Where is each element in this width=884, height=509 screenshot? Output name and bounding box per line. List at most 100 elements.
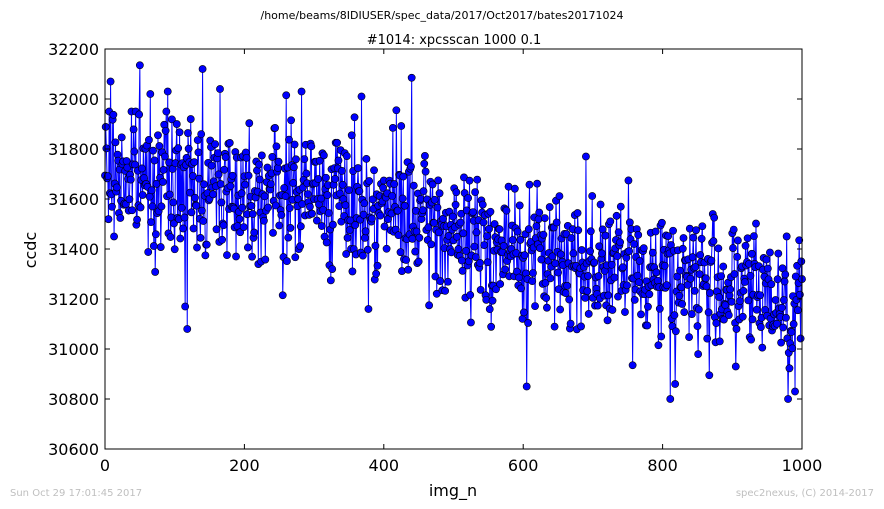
data-point xyxy=(465,176,474,185)
data-point xyxy=(767,280,776,289)
x-axis-label: img_n xyxy=(429,481,477,501)
data-point xyxy=(354,164,362,172)
data-point xyxy=(766,248,774,257)
data-point xyxy=(355,187,364,196)
data-point xyxy=(472,228,481,237)
data-point xyxy=(176,234,185,243)
data-point xyxy=(274,157,283,166)
data-point xyxy=(714,244,723,253)
data-point xyxy=(296,242,305,251)
data-point xyxy=(779,296,788,304)
data-point xyxy=(106,77,115,86)
data-point xyxy=(179,224,187,233)
data-point xyxy=(653,276,662,285)
data-point xyxy=(784,395,792,403)
data-point xyxy=(487,322,496,331)
data-point xyxy=(542,294,551,302)
data-point xyxy=(675,291,684,300)
data-point xyxy=(255,160,263,169)
data-point xyxy=(651,227,660,236)
data-point xyxy=(193,136,202,145)
data-point xyxy=(362,154,371,163)
data-point xyxy=(306,202,314,211)
data-point xyxy=(400,201,409,210)
data-point xyxy=(421,167,430,176)
data-point xyxy=(268,153,277,161)
data-point xyxy=(590,258,599,267)
data-point xyxy=(191,193,199,202)
data-point xyxy=(581,293,590,302)
data-point xyxy=(490,220,499,228)
data-point xyxy=(145,136,153,144)
data-point xyxy=(604,291,613,300)
data-point xyxy=(635,257,644,265)
data-point xyxy=(777,338,785,347)
data-point xyxy=(196,234,205,242)
data-point xyxy=(625,247,634,256)
data-point xyxy=(634,230,643,239)
data-point xyxy=(220,165,229,174)
data-point xyxy=(223,251,231,260)
data-point xyxy=(170,245,179,254)
data-point xyxy=(322,173,330,182)
data-point xyxy=(671,380,680,388)
data-point xyxy=(458,266,467,275)
data-point xyxy=(536,244,544,252)
data-point xyxy=(480,241,489,249)
data-point xyxy=(686,274,695,283)
data-point xyxy=(111,138,120,147)
data-point xyxy=(157,202,166,211)
data-point xyxy=(531,302,539,311)
data-point xyxy=(704,308,713,317)
data-point xyxy=(469,208,477,216)
data-point xyxy=(197,206,206,215)
data-point xyxy=(424,223,433,232)
data-point xyxy=(655,304,664,313)
data-point xyxy=(277,211,286,219)
data-point xyxy=(628,361,637,370)
data-point xyxy=(762,255,771,264)
data-point xyxy=(195,174,203,183)
data-point xyxy=(292,155,300,164)
data-point xyxy=(533,179,542,188)
data-point xyxy=(364,305,373,313)
data-point xyxy=(529,269,537,277)
data-point xyxy=(774,249,783,258)
data-point xyxy=(317,222,326,230)
data-point xyxy=(112,183,121,192)
plot-frame xyxy=(104,48,803,450)
data-point xyxy=(534,215,543,224)
x-tick-label: 1000 xyxy=(782,456,823,475)
data-point xyxy=(250,228,259,237)
data-point xyxy=(464,194,473,202)
data-point xyxy=(257,151,266,160)
data-point xyxy=(109,110,118,119)
data-point xyxy=(719,262,728,271)
data-point xyxy=(715,293,723,301)
data-point xyxy=(603,316,612,325)
data-point xyxy=(116,214,125,222)
data-point xyxy=(184,144,193,153)
data-point xyxy=(593,301,602,310)
data-point xyxy=(492,285,500,294)
data-point xyxy=(407,73,416,82)
data-point xyxy=(459,229,468,238)
data-point xyxy=(368,195,377,204)
data-point xyxy=(736,297,744,305)
data-point xyxy=(130,147,139,156)
data-point xyxy=(300,155,309,164)
data-point xyxy=(552,218,561,227)
data-point xyxy=(733,236,742,245)
data-point xyxy=(688,253,697,262)
data-point xyxy=(418,206,427,215)
data-point xyxy=(664,232,673,240)
figure-suptitle: /home/beams/8IDIUSER/spec_data/2017/Oct2… xyxy=(260,9,624,22)
data-point xyxy=(613,252,622,261)
data-point xyxy=(621,308,629,316)
data-point xyxy=(586,247,595,256)
data-point xyxy=(193,243,201,252)
data-point xyxy=(608,306,617,314)
data-point xyxy=(326,276,335,285)
data-point xyxy=(729,225,738,234)
